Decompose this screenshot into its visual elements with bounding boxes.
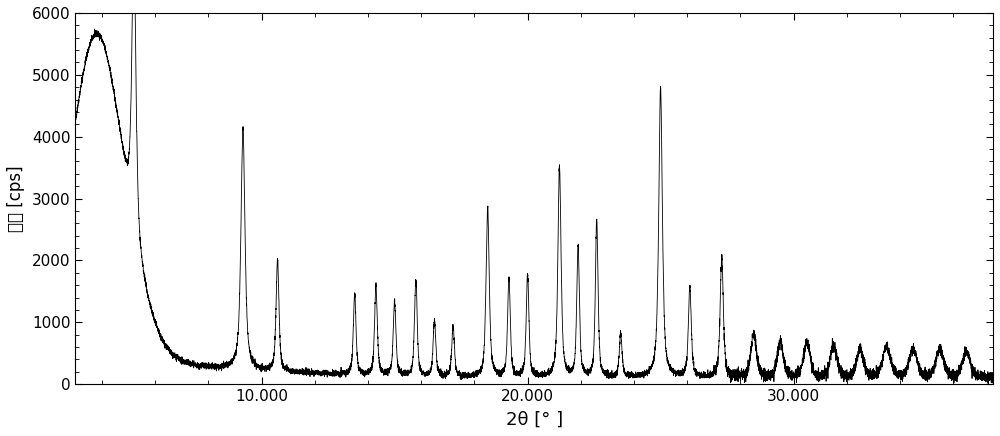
X-axis label: 2θ [° ]: 2θ [° ] (506, 411, 563, 429)
Y-axis label: 強度 [cps]: 強度 [cps] (7, 165, 25, 232)
